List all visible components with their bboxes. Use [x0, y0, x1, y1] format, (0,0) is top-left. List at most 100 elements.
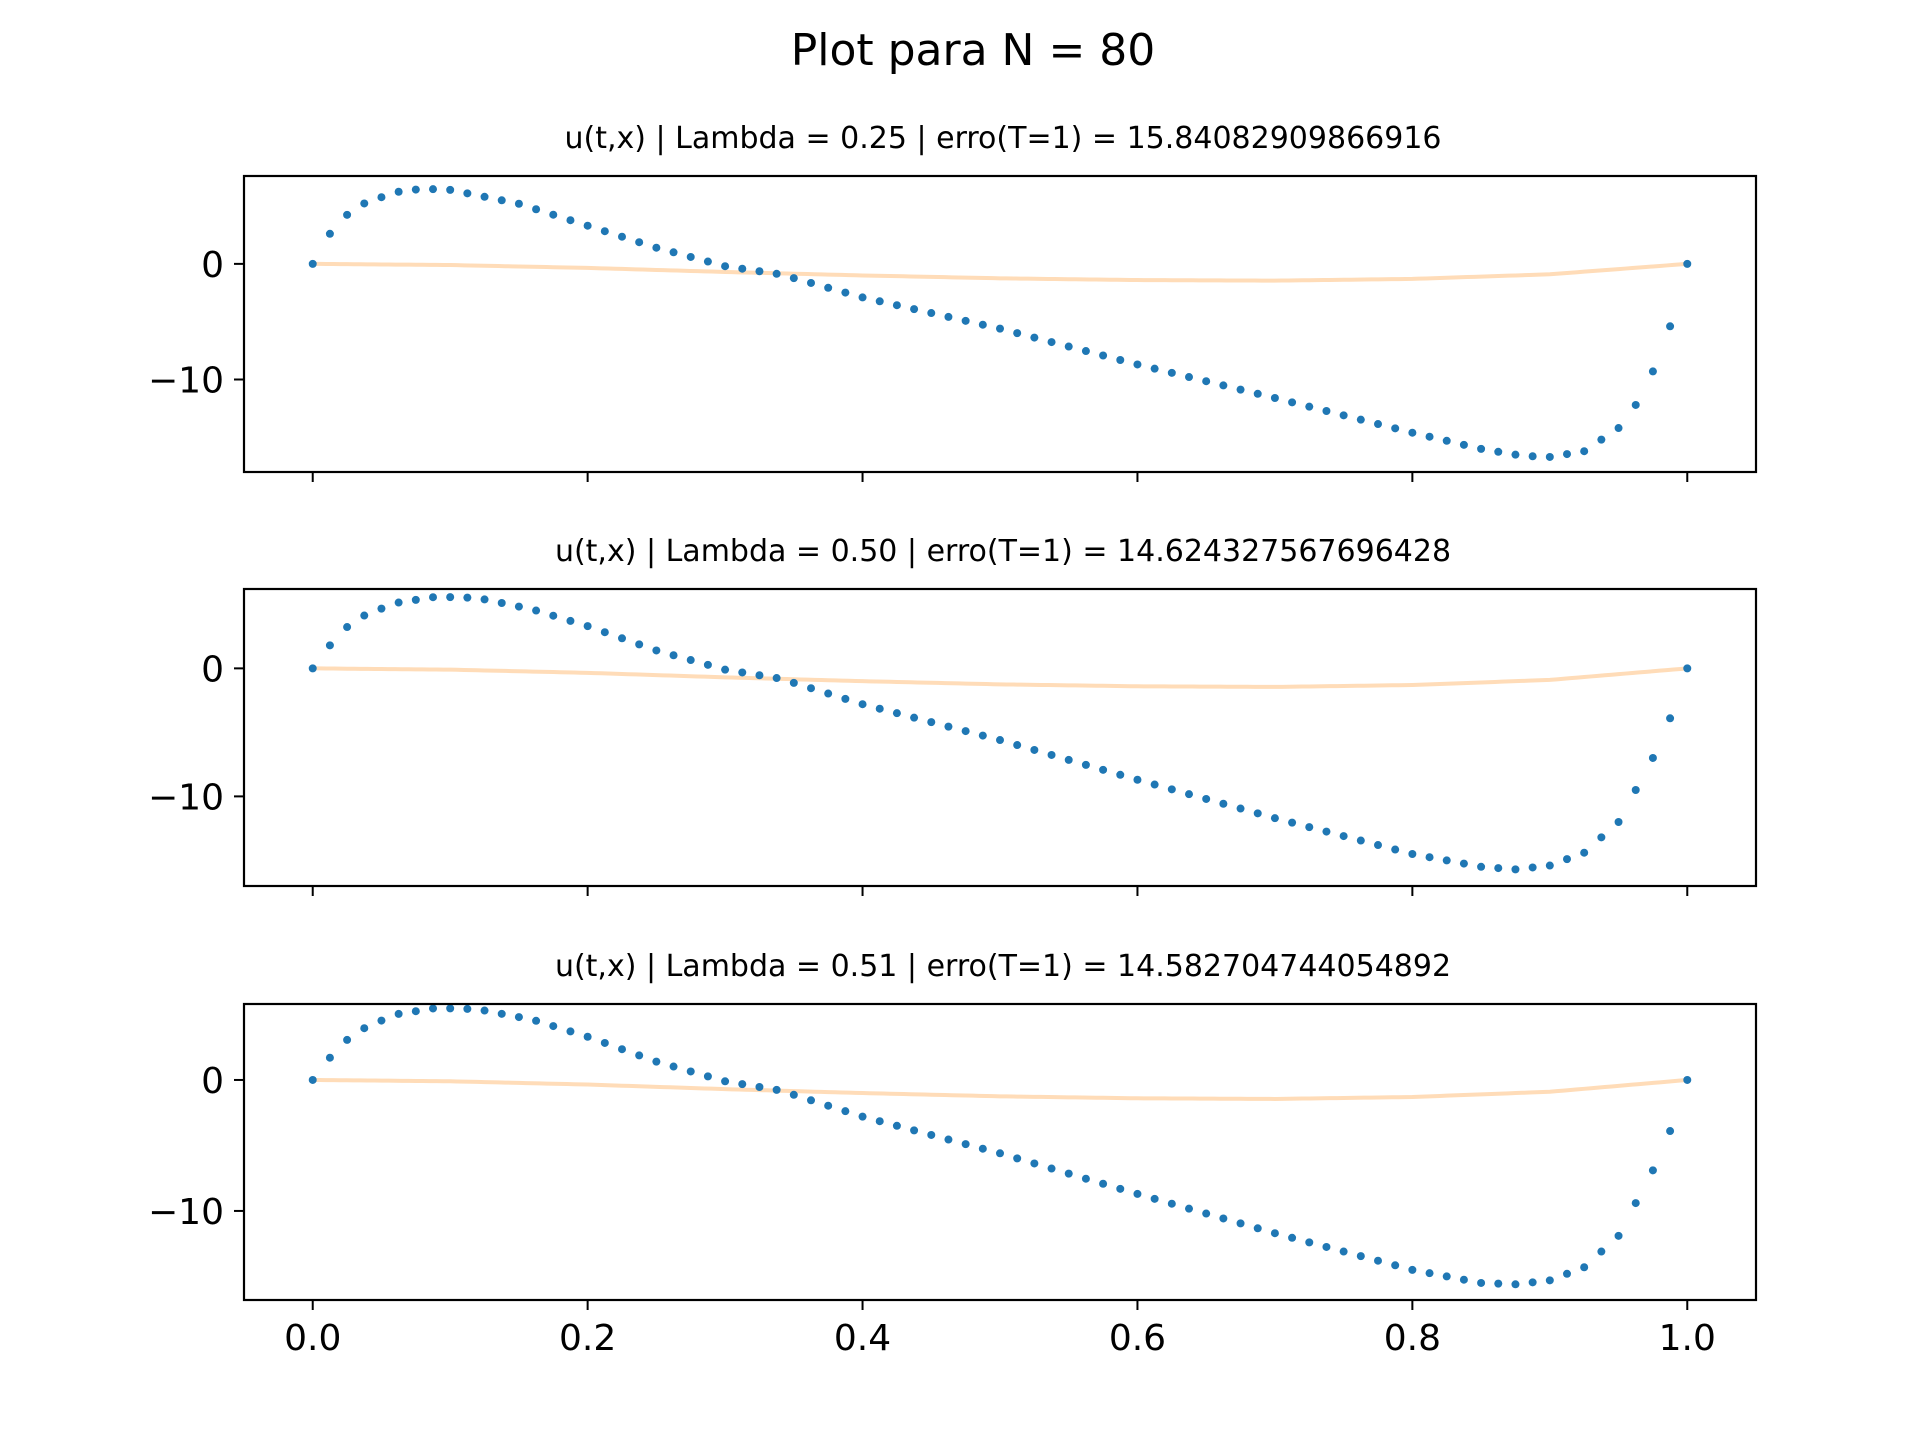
data-point	[566, 616, 575, 625]
figure-title: Plot para N = 80	[791, 25, 1156, 76]
data-point	[1185, 790, 1193, 799]
data-point	[738, 264, 747, 273]
data-point	[1442, 436, 1451, 445]
y-tick-label: −10	[148, 1192, 224, 1233]
data-point	[308, 1075, 317, 1084]
data-point	[789, 678, 798, 687]
data-point	[1099, 765, 1108, 774]
x-tick-label: 0.0	[284, 1318, 341, 1359]
data-point	[343, 1035, 352, 1044]
data-point	[566, 1027, 575, 1036]
subplot-title: u(t,x) | Lambda = 0.25 | erro(T=1) = 15.…	[564, 121, 1441, 156]
data-point	[1580, 848, 1589, 857]
data-point	[1459, 859, 1468, 868]
data-point	[961, 1140, 970, 1149]
data-point	[1528, 863, 1537, 872]
data-point	[978, 1144, 987, 1153]
data-point	[824, 1101, 833, 1110]
data-point	[480, 595, 489, 604]
data-point	[1133, 1189, 1142, 1198]
data-point	[635, 640, 644, 649]
data-point	[429, 593, 437, 602]
data-point	[1116, 770, 1125, 779]
data-point	[772, 1085, 781, 1094]
exact-solution-line	[312, 666, 1688, 689]
data-point	[978, 731, 987, 740]
data-point	[1150, 364, 1159, 373]
data-point	[446, 1004, 455, 1013]
data-point	[910, 1126, 919, 1135]
data-point	[308, 664, 317, 673]
data-point	[703, 257, 712, 266]
data-point	[1511, 865, 1520, 874]
y-tick-label: 0	[201, 1061, 224, 1102]
data-point	[600, 227, 609, 236]
data-point	[532, 1016, 541, 1025]
data-point	[1374, 1256, 1382, 1265]
data-point	[1631, 400, 1640, 409]
data-point	[463, 1004, 472, 1013]
data-point	[961, 316, 970, 325]
data-point	[1494, 447, 1503, 456]
data-point	[1339, 832, 1348, 841]
data-point	[927, 718, 936, 727]
data-point	[1631, 1199, 1640, 1208]
data-point	[1236, 804, 1245, 813]
data-point	[1494, 1279, 1503, 1288]
subplot-title: u(t,x) | Lambda = 0.50 | erro(T=1) = 14.…	[555, 534, 1451, 569]
data-point	[1030, 745, 1039, 754]
data-point	[1666, 1127, 1675, 1136]
data-point	[1116, 355, 1125, 364]
data-point	[1666, 714, 1675, 723]
data-point	[532, 205, 541, 214]
data-point	[377, 193, 386, 202]
data-point	[429, 185, 437, 194]
data-point	[858, 700, 867, 709]
data-point	[1305, 823, 1314, 832]
data-point	[1477, 444, 1486, 453]
data-point	[1648, 367, 1657, 376]
data-point	[394, 1009, 403, 1018]
exact-solution-line	[312, 1077, 1688, 1101]
data-point	[669, 1062, 678, 1071]
data-point	[892, 301, 901, 310]
data-point	[1030, 333, 1039, 342]
data-point	[394, 598, 403, 607]
data-point	[789, 274, 798, 283]
data-point	[1116, 1184, 1125, 1193]
data-point	[1597, 1247, 1606, 1256]
data-point	[944, 312, 953, 321]
data-point	[377, 1016, 386, 1025]
data-point	[583, 1032, 592, 1041]
data-point	[463, 189, 472, 198]
data-point	[996, 324, 1004, 333]
data-point	[1408, 428, 1417, 437]
data-point	[618, 232, 626, 241]
subplot-title: u(t,x) | Lambda = 0.51 | erro(T=1) = 14.…	[555, 949, 1451, 984]
data-point	[1288, 818, 1297, 827]
data-point	[996, 736, 1004, 745]
data-point	[411, 595, 420, 604]
x-tick-label: 0.2	[559, 1318, 616, 1359]
data-point	[1288, 1233, 1297, 1242]
data-point	[480, 1006, 489, 1015]
data-point	[1236, 385, 1245, 394]
data-point	[600, 628, 609, 637]
data-point	[789, 1090, 798, 1099]
data-point	[1202, 1209, 1211, 1218]
data-point	[1648, 1166, 1657, 1175]
data-point	[549, 611, 558, 620]
data-point	[360, 199, 369, 208]
data-point	[1356, 1252, 1365, 1261]
subplots: u(t,x) | Lambda = 0.25 | erro(T=1) = 15.…	[148, 121, 1758, 1359]
data-point	[377, 604, 386, 613]
data-point	[549, 1022, 558, 1031]
data-point	[1253, 809, 1262, 818]
data-point	[1459, 440, 1468, 449]
data-point	[429, 1004, 437, 1013]
data-point	[1064, 342, 1073, 351]
data-point	[1425, 1269, 1434, 1278]
data-point	[1013, 329, 1022, 338]
data-point	[1683, 664, 1692, 673]
